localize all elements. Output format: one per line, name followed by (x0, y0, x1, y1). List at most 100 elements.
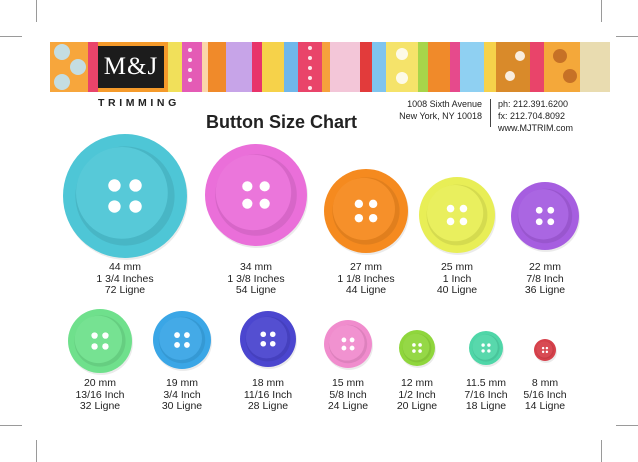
button-size-label: 27 mm 1 1/8 Inches 44 Ligne (306, 261, 426, 297)
button-hole (102, 332, 109, 339)
fax-number: fx: 212.704.8092 (498, 111, 566, 121)
button-hole (545, 346, 549, 350)
button-hole (184, 342, 190, 348)
size-mm: 12 mm (400, 377, 434, 389)
size-inch: 1 1/8 Inches (337, 272, 395, 285)
size-inch: 5/8 Inch (329, 388, 367, 401)
button-hole (459, 217, 468, 226)
ribbon-banner (50, 42, 610, 92)
button-hole (418, 349, 422, 353)
button-hole (129, 179, 142, 192)
button-hole (547, 218, 555, 226)
size-mm: 20 mm (83, 377, 117, 389)
button-hole (174, 332, 180, 338)
size-inch: 1/2 Inch (398, 388, 436, 401)
contact-block: ph: 212.391.6200 fx: 212.704.8092 www.MJ… (498, 98, 573, 134)
size-mm: 25 mm (440, 261, 474, 273)
button-hole (129, 200, 142, 213)
button-size-label: 12 mm 1/2 Inch 20 Ligne (357, 377, 477, 413)
button-size-label: 22 mm 7/8 Inch 36 Ligne (485, 261, 605, 297)
button-graphic (68, 309, 133, 375)
button-center (536, 341, 553, 358)
button-center (245, 316, 288, 359)
size-ligne: 28 Ligne (247, 400, 289, 412)
button-hole (341, 337, 347, 343)
button-hole (418, 343, 422, 347)
button-size-label: 20 mm 13/16 Inch 32 Ligne (40, 377, 160, 413)
size-ligne: 14 Ligne (524, 400, 566, 412)
button-size-label: 34 mm 1 3/8 Inches 54 Ligne (196, 261, 316, 297)
crop-mark (0, 425, 22, 426)
size-inch: 1 Inch (442, 272, 472, 285)
button-graphic (324, 169, 409, 255)
button-hole (412, 349, 416, 353)
contact-divider (490, 99, 491, 127)
size-ligne: 20 Ligne (396, 400, 438, 412)
button-graphic (63, 134, 188, 260)
button-size-label: 8 mm 5/16 Inch 14 Ligne (485, 377, 605, 413)
button-size-label: 11.5 mm 7/16 Inch 18 Ligne (426, 377, 546, 413)
size-mm: 19 mm (165, 377, 199, 389)
button-hole (446, 204, 455, 213)
button-size-label: 19 mm 3/4 Inch 30 Ligne (122, 377, 242, 413)
button-hole (412, 343, 416, 347)
brand-tagline: TRIMMING (98, 97, 180, 109)
website: www.MJTRIM.com (498, 123, 573, 133)
button-hole (535, 206, 543, 214)
button-center (426, 184, 484, 242)
size-ligne: 30 Ligne (161, 400, 203, 412)
button-hole (459, 204, 468, 213)
size-inch: 3/4 Inch (163, 388, 201, 401)
button-hole (269, 340, 276, 347)
address-line-1: 1008 Sixth Avenue (407, 99, 482, 109)
button-center (76, 147, 168, 239)
page-title: Button Size Chart (206, 112, 357, 132)
button-hole (259, 181, 270, 192)
size-ligne: 32 Ligne (79, 400, 121, 412)
size-mm: 8 mm (531, 377, 559, 389)
size-ligne: 40 Ligne (436, 284, 478, 296)
button-hole (354, 199, 364, 209)
size-mm: 15 mm (331, 377, 365, 389)
size-ligne: 44 Ligne (345, 284, 387, 296)
size-mm: 27 mm (349, 261, 383, 273)
crop-mark (601, 440, 602, 462)
button-center (402, 333, 430, 361)
crop-mark (616, 425, 638, 426)
button-center (332, 177, 395, 240)
phone-number: ph: 212.391.6200 (498, 99, 569, 109)
address-line-2: New York, NY 10018 (399, 111, 482, 121)
button-hole (545, 350, 549, 354)
button-graphic (324, 320, 373, 370)
button-size-label: 44 mm 1 3/4 Inches 72 Ligne (65, 261, 185, 297)
button-hole (259, 198, 270, 209)
button-hole (446, 217, 455, 226)
crop-mark (616, 36, 638, 37)
button-hole (541, 350, 545, 354)
size-mm: 34 mm (239, 261, 273, 273)
button-graphic (534, 339, 557, 363)
button-hole (349, 337, 355, 343)
button-hole (354, 213, 364, 223)
button-center (518, 189, 569, 240)
size-inch: 7/16 Inch (464, 388, 508, 401)
button-hole (108, 200, 121, 213)
button-hole (91, 343, 98, 350)
button-graphic (240, 311, 297, 369)
button-graphic (399, 330, 436, 368)
crop-mark (36, 0, 37, 22)
button-hole (260, 331, 267, 338)
crop-mark (601, 0, 602, 22)
button-hole (487, 349, 491, 353)
size-inch: 5/16 Inch (523, 388, 567, 401)
size-mm: 22 mm (528, 261, 562, 273)
button-hole (184, 332, 190, 338)
size-ligne: 24 Ligne (327, 400, 369, 412)
size-inch: 1 3/8 Inches (227, 272, 285, 285)
size-inch: 11/16 Inch (243, 388, 293, 401)
size-inch: 1 3/4 Inches (96, 272, 154, 285)
button-hole (260, 340, 267, 347)
ribbon-banner-graphic (50, 42, 610, 92)
button-hole (481, 349, 485, 353)
